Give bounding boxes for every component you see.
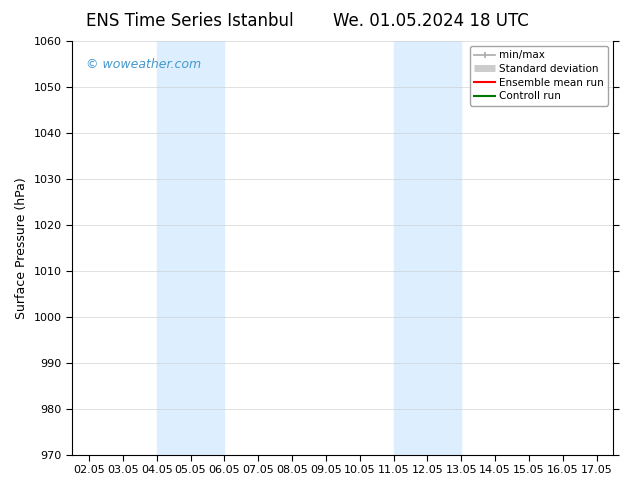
Text: We. 01.05.2024 18 UTC: We. 01.05.2024 18 UTC xyxy=(333,12,529,30)
Y-axis label: Surface Pressure (hPa): Surface Pressure (hPa) xyxy=(15,177,28,318)
Bar xyxy=(157,41,224,455)
Text: © woweather.com: © woweather.com xyxy=(86,58,201,71)
Text: ENS Time Series Istanbul: ENS Time Series Istanbul xyxy=(86,12,294,30)
Legend: min/max, Standard deviation, Ensemble mean run, Controll run: min/max, Standard deviation, Ensemble me… xyxy=(470,46,608,105)
Bar xyxy=(394,41,461,455)
